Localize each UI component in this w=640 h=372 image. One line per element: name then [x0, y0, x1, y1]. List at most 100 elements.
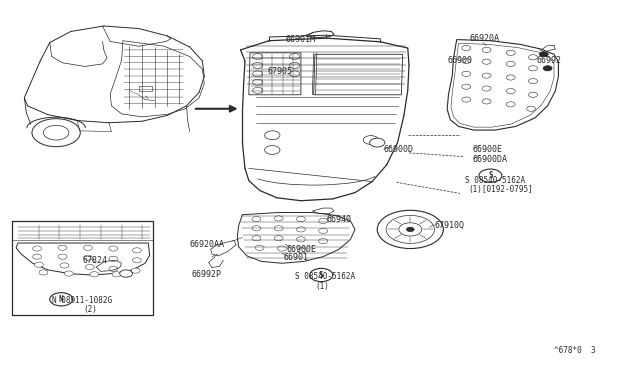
Circle shape — [529, 92, 538, 97]
Circle shape — [506, 75, 515, 80]
Circle shape — [364, 136, 378, 144]
Text: 66920AA: 66920AA — [189, 240, 225, 248]
Circle shape — [33, 246, 42, 251]
Circle shape — [399, 223, 422, 236]
Circle shape — [529, 66, 538, 71]
Circle shape — [112, 272, 121, 277]
Text: 66992: 66992 — [536, 56, 561, 65]
Circle shape — [265, 145, 280, 154]
Circle shape — [109, 246, 118, 251]
Circle shape — [527, 106, 536, 111]
Circle shape — [83, 255, 92, 260]
Text: (2): (2) — [83, 305, 97, 314]
Circle shape — [506, 61, 515, 67]
Circle shape — [90, 272, 99, 277]
Circle shape — [543, 66, 552, 71]
Circle shape — [131, 268, 140, 273]
Text: N 08911-1082G: N 08911-1082G — [52, 296, 112, 305]
Circle shape — [529, 78, 538, 84]
Circle shape — [406, 227, 414, 232]
Circle shape — [274, 216, 283, 221]
Text: S 08540-5162A: S 08540-5162A — [294, 272, 355, 281]
Text: S: S — [319, 270, 324, 279]
Circle shape — [289, 71, 300, 77]
Text: 66900: 66900 — [447, 57, 472, 65]
Circle shape — [50, 293, 73, 306]
Circle shape — [369, 138, 385, 147]
Circle shape — [298, 248, 307, 253]
Circle shape — [253, 54, 263, 60]
Circle shape — [132, 258, 141, 263]
Circle shape — [274, 226, 283, 231]
Circle shape — [33, 254, 42, 259]
Circle shape — [109, 256, 118, 262]
Circle shape — [462, 97, 470, 102]
Text: (1)[0192-0795]: (1)[0192-0795] — [468, 185, 533, 194]
Circle shape — [479, 169, 502, 182]
Circle shape — [277, 246, 286, 251]
Text: 67824: 67824 — [83, 256, 108, 265]
Text: 66940: 66940 — [326, 215, 351, 224]
Circle shape — [83, 245, 92, 250]
Text: S: S — [488, 171, 493, 180]
Circle shape — [506, 102, 515, 107]
Circle shape — [85, 264, 94, 269]
Circle shape — [319, 218, 328, 224]
Text: 66900E: 66900E — [287, 245, 317, 254]
Circle shape — [65, 271, 74, 276]
Text: N: N — [59, 295, 63, 304]
Circle shape — [540, 52, 548, 57]
Circle shape — [252, 226, 261, 231]
Circle shape — [252, 235, 261, 241]
Circle shape — [482, 73, 491, 78]
Circle shape — [506, 50, 515, 55]
Circle shape — [296, 217, 305, 222]
Circle shape — [253, 62, 263, 68]
Circle shape — [296, 227, 305, 232]
Text: 67910Q: 67910Q — [435, 221, 465, 230]
Circle shape — [289, 62, 300, 68]
Circle shape — [529, 55, 538, 60]
Circle shape — [109, 266, 118, 271]
Circle shape — [252, 217, 261, 222]
Circle shape — [462, 71, 470, 76]
Circle shape — [44, 125, 69, 140]
Circle shape — [386, 215, 435, 243]
Circle shape — [462, 45, 470, 51]
Circle shape — [289, 54, 300, 60]
Circle shape — [319, 228, 328, 234]
Circle shape — [462, 84, 470, 89]
Circle shape — [253, 71, 263, 77]
Circle shape — [253, 87, 263, 93]
Circle shape — [482, 47, 491, 52]
Circle shape — [482, 59, 491, 64]
Circle shape — [58, 254, 67, 259]
Text: ^678*0  3: ^678*0 3 — [554, 346, 596, 355]
Circle shape — [274, 235, 283, 241]
Text: 66900E: 66900E — [472, 145, 502, 154]
Circle shape — [32, 119, 80, 147]
Text: 66920A: 66920A — [469, 34, 499, 44]
Circle shape — [39, 270, 48, 275]
Circle shape — [377, 210, 444, 248]
Circle shape — [120, 270, 132, 277]
Text: 67905: 67905 — [268, 67, 293, 77]
Text: 66992P: 66992P — [191, 270, 221, 279]
Circle shape — [253, 79, 263, 85]
Circle shape — [60, 263, 69, 268]
Text: (1): (1) — [315, 282, 329, 291]
Text: 66901M: 66901M — [285, 35, 315, 45]
Circle shape — [482, 86, 491, 91]
Circle shape — [265, 131, 280, 140]
Text: S 08540-5162A: S 08540-5162A — [465, 176, 525, 185]
Text: 66901: 66901 — [284, 253, 308, 262]
Circle shape — [296, 237, 305, 242]
Circle shape — [35, 262, 44, 267]
Circle shape — [58, 245, 67, 250]
Circle shape — [255, 245, 264, 250]
Text: 66900DA: 66900DA — [472, 155, 508, 164]
Circle shape — [462, 58, 470, 64]
Circle shape — [506, 89, 515, 94]
Circle shape — [132, 248, 141, 253]
Circle shape — [319, 238, 328, 244]
